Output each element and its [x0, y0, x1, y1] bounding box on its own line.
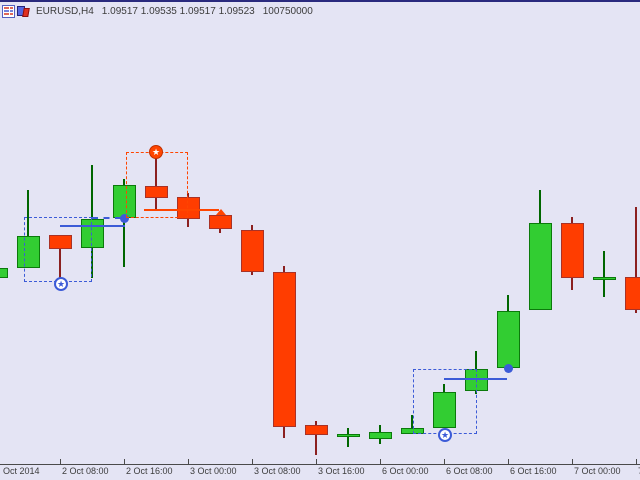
candle-bearish — [145, 186, 168, 198]
signal-level-line — [144, 209, 219, 211]
time-axis-label: 2 Oct 08:00 — [62, 466, 109, 476]
time-axis-label: 7 — [638, 466, 640, 476]
chart-ohlc-header: EURUSD,H4 1.09517 1.09535 1.09517 1.0952… — [2, 4, 313, 18]
candle-bullish — [497, 311, 520, 368]
candle-bullish — [433, 392, 456, 428]
ohlc-values: 1.09517 1.09535 1.09517 1.09523 — [101, 5, 255, 17]
chart-window-icon[interactable] — [17, 5, 30, 18]
time-axis-tick — [508, 459, 509, 464]
pattern-star-badge: ★ — [438, 428, 452, 442]
candle-bearish — [241, 230, 264, 272]
time-axis-tick — [636, 459, 637, 464]
time-axis-tick — [380, 459, 381, 464]
candle-bearish — [561, 223, 584, 278]
time-axis-label: 7 Oct 00:00 — [574, 466, 621, 476]
time-axis-label: 6 Oct 08:00 — [446, 466, 493, 476]
pattern-star-badge: ★ — [54, 277, 68, 291]
candle-wick — [635, 207, 637, 313]
candle-bullish — [337, 434, 360, 437]
candle-wick — [315, 421, 317, 455]
candle-wick — [155, 157, 157, 210]
signal-dot — [504, 364, 513, 373]
time-axis-tick — [316, 459, 317, 464]
time-axis-label: 3 Oct 00:00 — [190, 466, 237, 476]
time-axis-tick — [188, 459, 189, 464]
symbol-period-label: EURUSD,H4 — [36, 5, 94, 17]
candle-bearish — [305, 425, 328, 435]
market-watch-icon[interactable] — [2, 4, 15, 18]
time-axis[interactable]: Oct 2014 2 Oct 08:00 2 Oct 16:00 3 Oct 00:0… — [0, 458, 640, 480]
time-axis-tick — [60, 459, 61, 464]
candle-wick — [27, 190, 29, 268]
candle-bearish — [177, 197, 200, 219]
time-axis-label: 3 Oct 16:00 — [318, 466, 365, 476]
candle-bullish — [593, 277, 616, 280]
candle-wick — [411, 415, 413, 434]
candle-bullish — [17, 236, 40, 268]
time-axis-label: 6 Oct 16:00 — [510, 466, 557, 476]
triangle-marker — [216, 209, 226, 215]
time-axis-label: 6 Oct 00:00 — [382, 466, 429, 476]
time-axis-label: 2 Oct 16:00 — [126, 466, 173, 476]
window-top-border — [0, 0, 640, 2]
signal-level-line — [444, 378, 507, 380]
pattern-dash-extension — [92, 217, 121, 219]
time-axis-label: 3 Oct 08:00 — [254, 466, 301, 476]
signal-dot — [120, 214, 129, 223]
candle-bullish — [369, 432, 392, 439]
time-axis-line — [0, 464, 640, 465]
candle-bullish — [0, 268, 8, 278]
time-axis-tick — [444, 459, 445, 464]
candle-wick — [123, 179, 125, 267]
candle-wick — [603, 251, 605, 297]
chart-canvas[interactable]: ★ ★ ★ — [0, 0, 640, 458]
signal-level-line — [60, 225, 125, 227]
candle-bearish — [49, 235, 72, 249]
time-axis-tick — [124, 459, 125, 464]
candle-bullish — [401, 428, 424, 434]
time-axis-tick — [572, 459, 573, 464]
candle-bearish — [209, 215, 232, 229]
candle-bearish — [273, 272, 296, 427]
time-axis-tick — [252, 459, 253, 464]
candle-bullish — [529, 223, 552, 310]
pattern-star-badge: ★ — [149, 145, 163, 159]
time-axis-label: Oct 2014 — [3, 466, 40, 476]
volume-value: 100750000 — [262, 5, 313, 17]
candle-wick — [59, 235, 61, 283]
candle-wick — [347, 428, 349, 447]
candle-bearish — [625, 277, 640, 310]
